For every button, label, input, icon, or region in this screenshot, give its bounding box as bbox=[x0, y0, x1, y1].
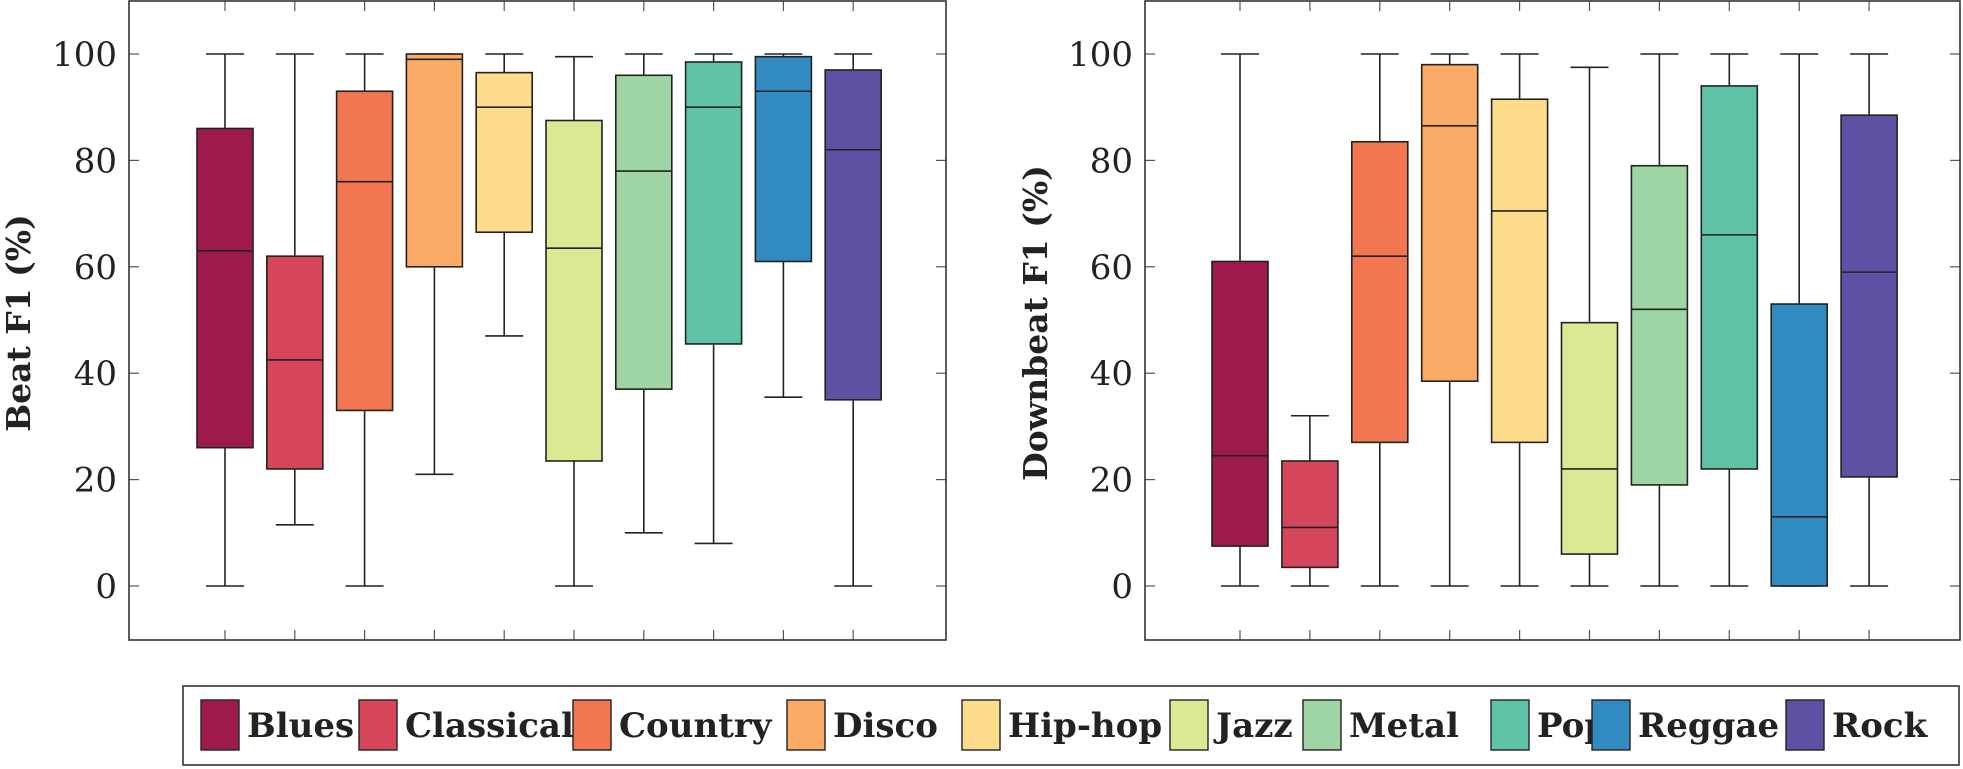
legend-swatch bbox=[1785, 699, 1825, 751]
box-pop bbox=[684, 53, 743, 545]
legend-item-classical: Classical bbox=[358, 699, 574, 751]
y-tick-label: 0 bbox=[95, 567, 117, 607]
legend-swatch bbox=[786, 699, 826, 751]
box-classical bbox=[265, 53, 324, 526]
iqr-box bbox=[265, 255, 324, 470]
plot-frame bbox=[1144, 0, 1961, 641]
legend-label: Jazz bbox=[1213, 706, 1293, 746]
y-tick-label: 0 bbox=[1111, 567, 1133, 607]
legend-frame bbox=[182, 685, 1960, 766]
box-rock bbox=[1840, 53, 1898, 587]
iqr-box bbox=[1630, 164, 1689, 486]
box-metal bbox=[614, 53, 673, 534]
iqr-box bbox=[1281, 460, 1339, 569]
y-tick-label: 60 bbox=[1090, 248, 1133, 288]
box-blues bbox=[1211, 53, 1269, 587]
legend-label: Country bbox=[619, 706, 773, 746]
chart-panel-1: 0 20 40 60 80 100 Beat F1 (%) bbox=[0, 0, 947, 641]
y-tick-label: 80 bbox=[1090, 141, 1133, 181]
legend-label: Hip-hop bbox=[1008, 706, 1162, 746]
box-classical bbox=[1281, 414, 1339, 587]
iqr-box bbox=[196, 127, 254, 449]
legend-item-rock: Rock bbox=[1785, 699, 1929, 751]
box-jazz bbox=[1560, 66, 1619, 587]
iqr-box bbox=[1420, 63, 1479, 382]
iqr-box bbox=[405, 53, 464, 268]
legend-label: Reggae bbox=[1638, 706, 1779, 746]
box-jazz bbox=[545, 55, 603, 587]
plot-frame bbox=[128, 0, 947, 641]
iqr-box bbox=[1770, 303, 1828, 587]
box-blues bbox=[196, 53, 254, 587]
legend-swatch bbox=[1302, 699, 1342, 751]
iqr-box bbox=[824, 69, 883, 401]
iqr-box bbox=[545, 119, 603, 462]
y-axis-label: Beat F1 (%) bbox=[0, 214, 38, 431]
box-disco bbox=[405, 53, 464, 476]
iqr-box bbox=[614, 74, 673, 390]
legend-label: Metal bbox=[1349, 706, 1459, 746]
legend-label: Rock bbox=[1832, 706, 1929, 746]
box-hip-hop bbox=[1490, 53, 1549, 587]
chart-panel-2: 0 20 40 60 80 100 Downbeat F1 (%) bbox=[1016, 0, 1961, 641]
y-tick-label: 20 bbox=[74, 461, 117, 501]
iqr-box bbox=[1840, 114, 1898, 478]
y-tick-label: 100 bbox=[52, 35, 117, 75]
y-tick-label: 80 bbox=[74, 141, 117, 181]
legend-swatch bbox=[1591, 699, 1631, 751]
legend-item-metal: Metal bbox=[1302, 699, 1459, 751]
legend-item-disco: Disco bbox=[786, 699, 938, 751]
legend-swatch bbox=[961, 699, 1001, 751]
legend: Blues Classical Country Disco Hip-hop Jazz Met… bbox=[182, 685, 1960, 766]
legend-item-jazz: Jazz bbox=[1169, 699, 1293, 751]
box-reggae bbox=[1770, 53, 1828, 587]
box-country bbox=[1351, 53, 1409, 587]
legend-label: Blues bbox=[247, 706, 354, 746]
iqr-box bbox=[754, 55, 813, 263]
box-hip-hop bbox=[475, 53, 534, 337]
legend-label: Classical bbox=[405, 706, 574, 746]
legend-item-blues: Blues bbox=[200, 699, 354, 751]
box-reggae bbox=[754, 53, 813, 398]
legend-label: Disco bbox=[833, 706, 938, 746]
iqr-box bbox=[1560, 321, 1619, 555]
iqr-box bbox=[684, 61, 743, 345]
box-country bbox=[335, 53, 394, 587]
box-metal bbox=[1630, 53, 1689, 587]
legend-swatch bbox=[200, 699, 240, 751]
legend-item-reggae: Reggae bbox=[1591, 699, 1779, 751]
legend-swatch bbox=[1169, 699, 1209, 751]
legend-swatch bbox=[1490, 699, 1530, 751]
legend-item-country: Country bbox=[572, 699, 773, 751]
box-rock bbox=[824, 53, 883, 587]
iqr-box bbox=[475, 71, 534, 234]
y-tick-label: 100 bbox=[1068, 35, 1133, 75]
iqr-box bbox=[1351, 140, 1409, 444]
y-tick-label: 40 bbox=[74, 354, 117, 394]
legend-swatch bbox=[572, 699, 612, 751]
y-tick-label: 60 bbox=[74, 248, 117, 288]
iqr-box bbox=[1490, 98, 1549, 444]
y-axis-label: Downbeat F1 (%) bbox=[1016, 165, 1055, 481]
y-tick-label: 40 bbox=[1090, 354, 1133, 394]
legend-item-hip-hop: Hip-hop bbox=[961, 699, 1162, 751]
y-tick-label: 20 bbox=[1090, 461, 1133, 501]
legend-swatch bbox=[358, 699, 398, 751]
iqr-box bbox=[1211, 260, 1269, 547]
box-pop bbox=[1700, 53, 1759, 587]
iqr-box bbox=[1700, 85, 1759, 470]
iqr-box bbox=[335, 90, 394, 412]
box-disco bbox=[1420, 53, 1479, 587]
legend-item-pop: Pop bbox=[1490, 699, 1608, 751]
